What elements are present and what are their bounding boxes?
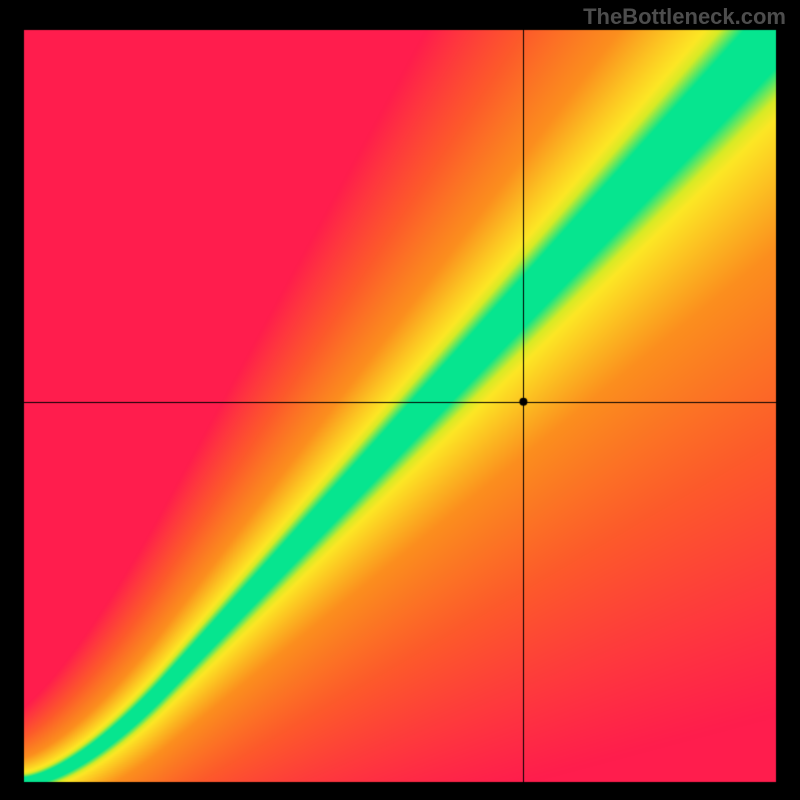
bottleneck-heatmap xyxy=(0,0,800,800)
chart-container: TheBottleneck.com xyxy=(0,0,800,800)
watermark-text: TheBottleneck.com xyxy=(583,4,786,30)
